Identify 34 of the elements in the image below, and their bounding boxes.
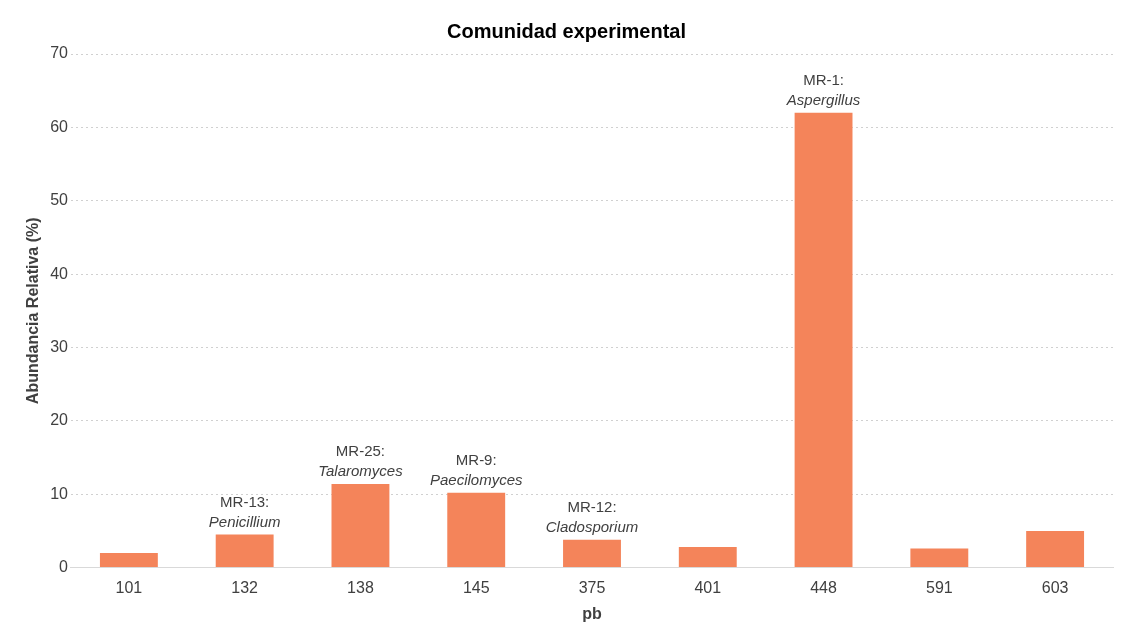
- annotation: MR-9: Paecilomyces: [429, 450, 523, 488]
- bar: [678, 547, 737, 568]
- y-tick-label: 60: [50, 117, 69, 135]
- x-tick-label: 132: [231, 578, 259, 596]
- bar: [910, 548, 969, 568]
- y-tick-label: 30: [50, 337, 69, 355]
- y-tick-label: 20: [50, 411, 69, 429]
- bar: [215, 534, 274, 568]
- annotation: MR-13: Penicillium: [208, 492, 281, 530]
- bar: [99, 552, 158, 568]
- y-tick-label: 50: [50, 191, 69, 209]
- y-tick-label: 10: [50, 484, 69, 502]
- x-tick-label: 448: [810, 578, 837, 596]
- annotation: MR-25: Talaromyces: [318, 441, 404, 479]
- bar: [331, 483, 390, 568]
- annotation: MR-1: Aspergillus: [785, 70, 861, 108]
- bar: [1026, 530, 1085, 568]
- x-tick-label: 375: [578, 578, 606, 596]
- x-tick-label: 591: [925, 578, 953, 596]
- annotation: MR-12: Cladosporium: [545, 497, 639, 535]
- y-tick-label: 40: [50, 264, 69, 282]
- bar: [447, 492, 506, 568]
- x-tick-label: 145: [462, 578, 490, 596]
- y-tick-label: 70: [50, 44, 69, 62]
- x-tick-label: 101: [115, 578, 143, 596]
- bar: [563, 539, 621, 568]
- y-tick-label: 0: [59, 558, 69, 576]
- x-tick-label: 138: [347, 578, 374, 596]
- x-axis-title: pb: [582, 604, 602, 622]
- bar: [794, 112, 853, 568]
- chart-title: Comunidad experimental: [447, 19, 686, 42]
- y-axis-title: Abundancia Relativa (%): [24, 217, 42, 405]
- x-tick-label: 401: [694, 578, 722, 596]
- x-tick-label: 603: [1041, 578, 1069, 596]
